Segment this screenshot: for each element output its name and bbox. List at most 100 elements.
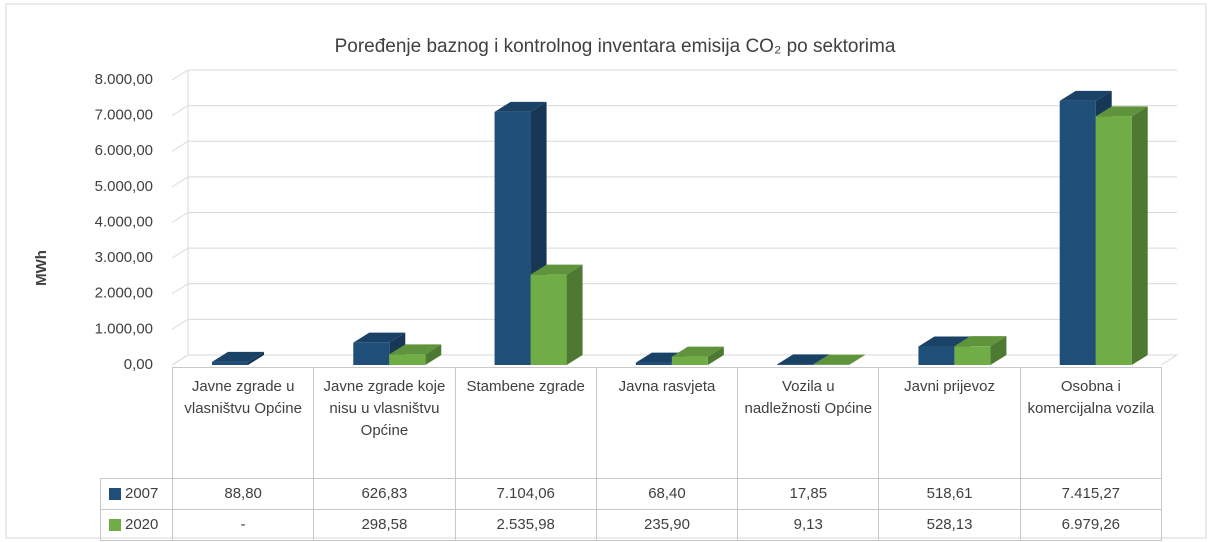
value-cell-text: 68,40: [648, 485, 686, 502]
value-cell-text: 17,85: [789, 485, 828, 502]
bar: [1059, 90, 1112, 366]
value-cell: 6.979,26: [1019, 509, 1162, 541]
legend-label: 2020: [125, 516, 159, 533]
bar: [671, 346, 724, 365]
bar-side: [566, 264, 583, 365]
bar-top: [389, 344, 442, 355]
category-cell-text: Osobna i komercijalna vozila: [1027, 378, 1155, 417]
y-tick-label: 5.000,00: [95, 178, 153, 195]
value-cell: 9,13: [737, 509, 880, 541]
category-cell-text: Javne zgrade u vlasništvu Općine: [184, 378, 302, 417]
value-cell: 518,61: [878, 478, 1021, 510]
y-tick-label: 1.000,00: [95, 320, 153, 337]
bar-front: [389, 354, 426, 365]
value-cell: 235,90: [595, 509, 739, 541]
grid-line: [171, 176, 1177, 188]
value-cell-text: 235,90: [644, 516, 690, 533]
value-cell-text: 2.535,98: [496, 516, 555, 533]
grid-line: [171, 105, 1177, 117]
value-cell: 2.535,98: [454, 509, 597, 541]
value-cell-text: 298,58: [361, 516, 408, 533]
legend-cell: 2020: [100, 509, 173, 541]
grid-line: [171, 247, 1177, 259]
category-cell: Osobna i komercijalna vozila: [1019, 367, 1162, 479]
bar-top: [671, 346, 724, 357]
back-wall: [171, 70, 1179, 366]
bar-front: [954, 346, 991, 365]
y-tick-label: 7.000,00: [95, 107, 153, 124]
bar-top: [954, 336, 1007, 347]
bar-front: [777, 364, 814, 365]
y-tick-label: 3.000,00: [95, 249, 153, 266]
bar-side: [425, 344, 442, 365]
category-cell: Javne zgrade koje nisu u vlasništvu Opći…: [313, 367, 456, 479]
grid-line: [171, 212, 1177, 223]
grid-line: [171, 318, 1177, 330]
value-cell: 626,83: [313, 478, 456, 510]
bar-front: [1059, 100, 1096, 366]
bar: [212, 351, 264, 365]
category-cell: Javni prijevoz: [878, 367, 1021, 479]
bar-side: [990, 336, 1007, 365]
category-cell-text: Javne zgrade koje nisu u vlasništvu Opći…: [323, 378, 446, 439]
legend-swatch: [109, 488, 121, 500]
value-cell: 298,58: [313, 509, 456, 541]
y-tick-label: 8.000,00: [95, 71, 153, 88]
value-cell: 7.415,27: [1019, 478, 1162, 510]
category-cell: Vozila u nadležnosti Općine: [737, 367, 880, 479]
y-tick-label: 2.000,00: [95, 285, 153, 302]
value-cell: 88,80: [172, 478, 315, 510]
value-cell-text: 88,80: [224, 485, 262, 502]
bar-top: [1095, 106, 1148, 117]
bar-side: [248, 351, 264, 365]
grid-line: [171, 140, 1177, 152]
value-cell-text: 6.979,26: [1061, 516, 1121, 533]
category-cell-text: Javni prijevoz: [904, 378, 995, 395]
value-cell: 528,13: [878, 509, 1021, 541]
value-cell: 7.104,06: [454, 478, 597, 510]
category-cell: Stambene zgrade: [454, 367, 597, 479]
bar-side: [707, 346, 724, 365]
value-cell: 17,85: [737, 478, 880, 510]
y-tick-label: 0,00: [124, 356, 153, 373]
category-cell-text: Stambene zgrade: [466, 378, 585, 395]
bar-top: [494, 101, 547, 112]
value-cell-text: 7.104,06: [496, 485, 555, 502]
bar: [530, 264, 583, 365]
bar-front: [530, 274, 567, 365]
bar-front: [212, 361, 248, 365]
bar-front: [494, 111, 531, 365]
value-cell-text: 7.415,27: [1061, 485, 1121, 502]
category-cell: Javne zgrade u vlasništvu Općine: [172, 367, 315, 479]
bar: [1095, 106, 1148, 365]
legend-swatch: [109, 519, 121, 531]
value-cell-text: 528,13: [926, 516, 973, 533]
bar: [389, 344, 442, 365]
y-axis-label: MWh: [33, 250, 50, 286]
bar-front: [353, 342, 390, 365]
grid-line: [171, 283, 1177, 295]
bar-front: [1095, 116, 1132, 365]
bar-side: [849, 354, 866, 365]
bar-top: [777, 354, 830, 365]
chart-title: Poređenje baznog i kontrolnog inventara …: [335, 36, 896, 57]
y-tick-label: 6.000,00: [95, 142, 153, 159]
value-cell-text: 626,83: [361, 485, 408, 502]
bar: [954, 336, 1007, 365]
category-cell-text: Vozila u nadležnosti Općine: [744, 378, 873, 417]
value-cell-text: -: [240, 516, 246, 533]
bar-top: [530, 264, 583, 275]
bar-top: [813, 354, 866, 365]
chart-border: [5, 3, 1207, 539]
bar-top: [1059, 90, 1112, 101]
bar-front: [918, 346, 955, 365]
bar-front: [635, 362, 672, 365]
bar-top: [353, 332, 406, 343]
value-cell-text: 9,13: [793, 516, 823, 533]
legend-label: 2007: [125, 485, 159, 502]
value-cell-text: 518,61: [926, 485, 973, 502]
bar-side: [1131, 106, 1148, 365]
bar: [494, 101, 547, 366]
